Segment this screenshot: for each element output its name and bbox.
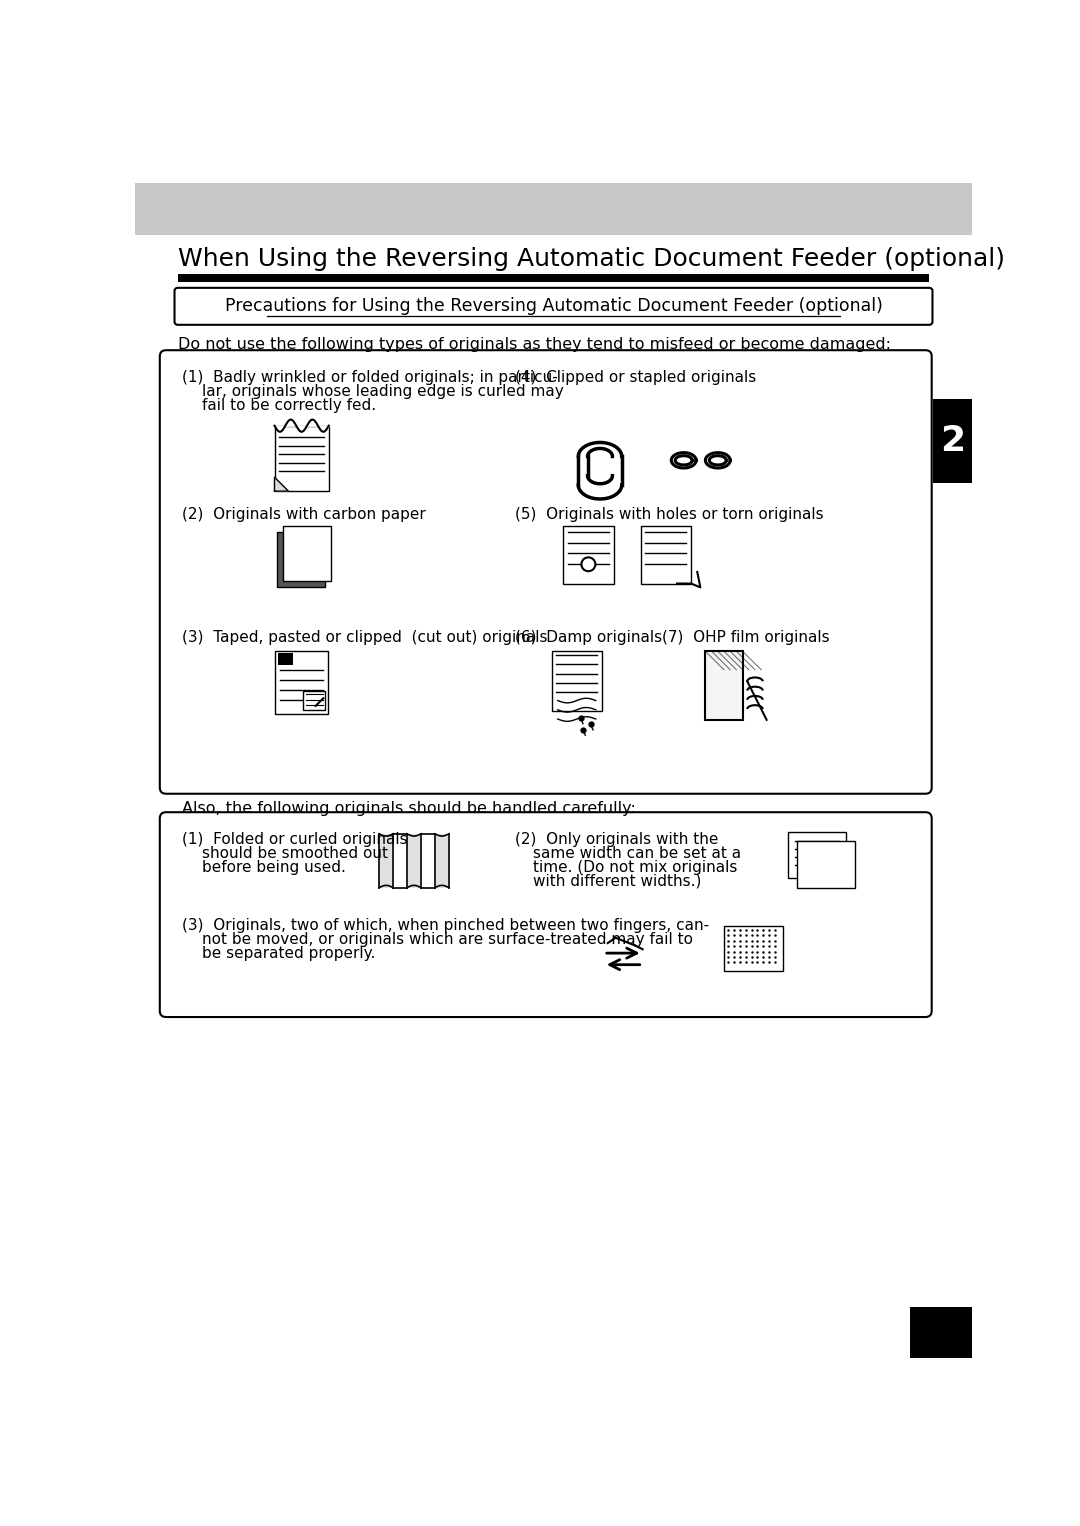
Bar bbox=[379, 833, 393, 888]
Bar bbox=[563, 526, 613, 583]
Circle shape bbox=[581, 557, 595, 571]
Text: Also, the following originals should be handled carefully:: Also, the following originals should be … bbox=[181, 801, 635, 816]
Text: before being used.: before being used. bbox=[202, 861, 346, 874]
Bar bbox=[278, 653, 293, 665]
Text: same width can be set at a: same width can be set at a bbox=[534, 845, 742, 861]
Bar bbox=[283, 526, 332, 581]
Bar bbox=[552, 650, 602, 711]
Text: fail to be correctly fed.: fail to be correctly fed. bbox=[202, 398, 376, 414]
Polygon shape bbox=[274, 478, 288, 491]
Text: (2)  Only originals with the: (2) Only originals with the bbox=[515, 832, 718, 847]
FancyBboxPatch shape bbox=[160, 349, 932, 794]
Text: (3)  Taped, pasted or clipped  (cut out) originals: (3) Taped, pasted or clipped (cut out) o… bbox=[181, 630, 546, 644]
Text: (2)  Originals with carbon paper: (2) Originals with carbon paper bbox=[181, 507, 426, 522]
Text: (1)  Folded or curled originals: (1) Folded or curled originals bbox=[181, 832, 407, 847]
Bar bbox=[704, 650, 743, 720]
Text: (1)  Badly wrinkled or folded originals; in particu-: (1) Badly wrinkled or folded originals; … bbox=[181, 371, 557, 385]
Bar bbox=[640, 526, 691, 583]
Bar bbox=[435, 833, 449, 888]
Text: Precautions for Using the Reversing Automatic Document Feeder (optional): Precautions for Using the Reversing Auto… bbox=[225, 298, 882, 316]
Text: should be smoothed out: should be smoothed out bbox=[202, 845, 388, 861]
Text: (4)  Clipped or stapled originals: (4) Clipped or stapled originals bbox=[515, 371, 756, 385]
FancyBboxPatch shape bbox=[175, 288, 932, 325]
Bar bbox=[933, 398, 972, 484]
Bar bbox=[274, 426, 328, 491]
Bar bbox=[787, 832, 846, 879]
Text: lar, originals whose leading edge is curled may: lar, originals whose leading edge is cur… bbox=[202, 385, 564, 400]
Text: be separated properly.: be separated properly. bbox=[202, 946, 375, 961]
Text: 2: 2 bbox=[940, 424, 966, 458]
Bar bbox=[177, 275, 930, 282]
Text: (5)  Originals with holes or torn originals: (5) Originals with holes or torn origina… bbox=[515, 507, 823, 522]
Text: (7)  OHP film originals: (7) OHP film originals bbox=[662, 630, 829, 644]
Text: not be moved, or originals which are surface-treated may fail to: not be moved, or originals which are sur… bbox=[202, 932, 692, 948]
Bar bbox=[303, 691, 325, 710]
Text: (6)  Damp originals: (6) Damp originals bbox=[515, 630, 662, 644]
Text: time. (Do not mix originals: time. (Do not mix originals bbox=[534, 861, 738, 874]
Text: When Using the Reversing Automatic Document Feeder (optional): When Using the Reversing Automatic Docum… bbox=[177, 247, 1004, 270]
Text: Do not use the following types of originals as they tend to misfeed or become da: Do not use the following types of origin… bbox=[177, 337, 891, 353]
Bar bbox=[135, 183, 972, 235]
Bar bbox=[725, 926, 783, 971]
Bar bbox=[910, 1308, 972, 1358]
Bar bbox=[797, 841, 855, 888]
FancyBboxPatch shape bbox=[160, 812, 932, 1016]
Text: with different widths.): with different widths.) bbox=[534, 874, 702, 888]
Bar bbox=[407, 833, 421, 888]
Text: (3)  Originals, two of which, when pinched between two fingers, can-: (3) Originals, two of which, when pinche… bbox=[181, 919, 708, 934]
Bar bbox=[275, 650, 328, 714]
Bar bbox=[276, 533, 325, 588]
